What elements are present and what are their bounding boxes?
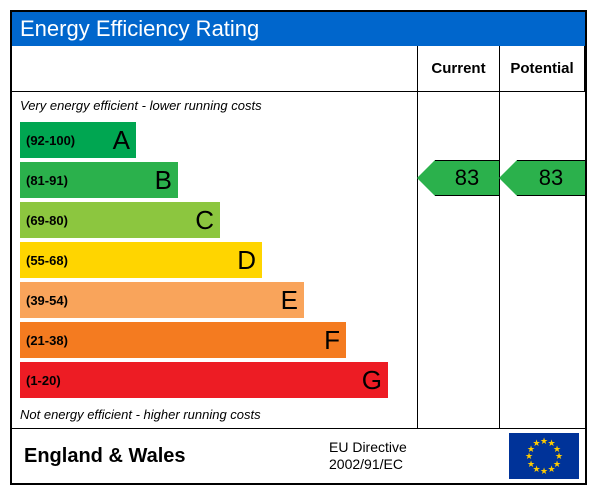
band-row-c: (69-80) C	[20, 201, 409, 239]
epc-container: Energy Efficiency Rating Current Potenti…	[10, 10, 587, 485]
note-bottom: Not energy efficient - higher running co…	[20, 407, 409, 422]
band-letter-a: A	[105, 125, 130, 156]
band-letter-d: D	[229, 245, 256, 276]
main-grid: Current Potential Very energy efficient …	[12, 46, 585, 429]
band-bar-g: (1-20) G	[20, 362, 388, 398]
band-row-f: (21-38) F	[20, 321, 409, 359]
band-bar-a: (92-100) A	[20, 122, 136, 158]
band-range-c: (69-80)	[26, 213, 68, 228]
band-row-b: (81-91) B	[20, 161, 409, 199]
note-top: Very energy efficient - lower running co…	[20, 98, 409, 113]
band-bar-f: (21-38) F	[20, 322, 346, 358]
header-potential: Potential	[500, 46, 585, 92]
band-bar-e: (39-54) E	[20, 282, 304, 318]
potential-value: 83	[517, 160, 586, 196]
footer-region: England & Wales	[12, 437, 325, 476]
directive-line1: EU Directive	[329, 439, 501, 456]
eu-star-icon: ★	[533, 438, 541, 449]
footer-row: England & Wales EU Directive 2002/91/EC …	[12, 429, 585, 483]
band-bar-d: (55-68) D	[20, 242, 262, 278]
band-range-b: (81-91)	[26, 173, 68, 188]
band-row-e: (39-54) E	[20, 281, 409, 319]
band-range-d: (55-68)	[26, 253, 68, 268]
band-letter-f: F	[316, 325, 340, 356]
band-row-d: (55-68) D	[20, 241, 409, 279]
band-row-g: (1-20) G	[20, 361, 409, 399]
band-bar-c: (69-80) C	[20, 202, 220, 238]
potential-value-cell: 83	[500, 92, 585, 429]
header-blank	[12, 46, 418, 92]
arrow-head-icon	[499, 160, 517, 196]
potential-arrow: 83	[499, 160, 586, 196]
chart-cell: Very energy efficient - lower running co…	[12, 92, 418, 429]
band-letter-b: B	[147, 165, 172, 196]
bars-container: (92-100) A (81-91) B (69-80) C (55-68) D (39-54)…	[20, 121, 409, 399]
band-row-a: (92-100) A	[20, 121, 409, 159]
band-letter-e: E	[273, 285, 298, 316]
band-range-a: (92-100)	[26, 133, 75, 148]
eu-star-icon: ★	[540, 466, 548, 477]
eu-star-icon: ★	[548, 464, 556, 475]
current-value-cell: 83	[418, 92, 500, 429]
band-letter-c: C	[187, 205, 214, 236]
band-bar-b: (81-91) B	[20, 162, 178, 198]
current-arrow: 83	[417, 160, 500, 196]
header-current: Current	[418, 46, 500, 92]
band-letter-g: G	[354, 365, 382, 396]
footer-directive: EU Directive 2002/91/EC	[325, 435, 505, 477]
arrow-head-icon	[417, 160, 435, 196]
current-value: 83	[435, 160, 500, 196]
title-bar: Energy Efficiency Rating	[12, 12, 585, 46]
directive-line2: 2002/91/EC	[329, 456, 501, 473]
band-range-e: (39-54)	[26, 293, 68, 308]
band-range-g: (1-20)	[26, 373, 61, 388]
eu-flag-icon: ★★★★★★★★★★★★	[509, 433, 579, 479]
band-range-f: (21-38)	[26, 333, 68, 348]
